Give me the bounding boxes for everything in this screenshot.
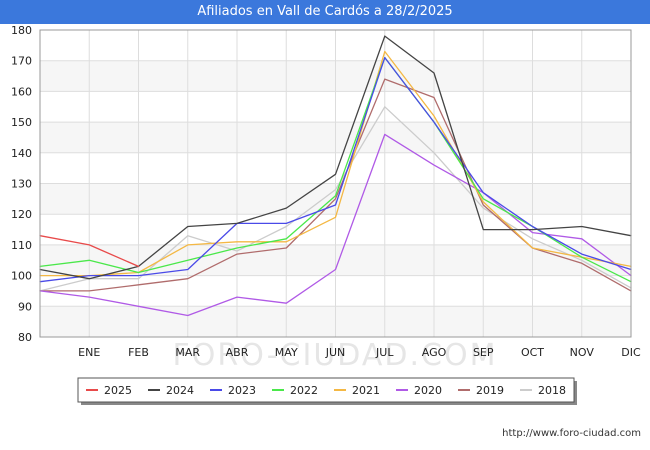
legend-label-2020: 2020 [414, 384, 442, 397]
x-tick-label: JUL [375, 346, 394, 359]
series-line-2018 [39, 106, 632, 292]
y-tick-label: 160 [11, 85, 32, 98]
legend-label-2022: 2022 [290, 384, 318, 397]
y-tick-label: 100 [11, 270, 32, 283]
x-tick-label: OCT [521, 346, 544, 359]
x-tick-label: DIC [621, 346, 641, 359]
y-tick-label: 120 [11, 208, 32, 221]
plot-area-border [39, 29, 632, 338]
x-tick-label: ABR [226, 346, 249, 359]
x-axis-ticks: ENE FEB MAR ABR MAY JUN JUL AGO SEP OCT NOV DIC [78, 346, 641, 359]
y-tick-label: 180 [11, 24, 32, 37]
legend: 2025 2024 2023 2022 2021 2020 2019 2018 [77, 377, 577, 405]
legend-label-2025: 2025 [104, 384, 132, 397]
x-tick-label: FEB [128, 346, 149, 359]
series-line-2020 [39, 133, 632, 317]
y-tick-label: 170 [11, 55, 32, 68]
series-lines [39, 35, 632, 317]
x-tick-label: MAR [175, 346, 200, 359]
chart-title: Afiliados en Vall de Cardós a 28/2/2025 [0, 0, 650, 24]
x-tick-label: MAY [275, 346, 298, 359]
y-tick-label: 150 [11, 116, 32, 129]
series-line-2025 [39, 235, 140, 268]
legend-label-2018: 2018 [538, 384, 566, 397]
series-line-2023 [39, 56, 632, 283]
legend-label-2024: 2024 [166, 384, 194, 397]
y-axis-ticks: 80 90 100 110 120 130 140 150 160 170 180 [11, 24, 32, 344]
source-url: http://www.foro-ciudad.com [502, 428, 641, 439]
x-tick-label: NOV [570, 346, 595, 359]
y-tick-label: 140 [11, 147, 32, 160]
legend-label-2023: 2023 [228, 384, 256, 397]
watermark: FORO-CIUDAD.COM [173, 338, 498, 373]
legend-label-2019: 2019 [476, 384, 504, 397]
y-tick-label: 90 [18, 300, 32, 313]
x-tick-label: JUN [325, 346, 346, 359]
y-tick-label: 110 [11, 239, 32, 252]
x-tick-label: SEP [473, 346, 494, 359]
x-tick-label: ENE [78, 346, 100, 359]
x-tick-label: AGO [422, 346, 447, 359]
y-tick-label: 130 [11, 178, 32, 191]
legend-label-2021: 2021 [352, 384, 380, 397]
y-tick-label: 80 [18, 331, 32, 344]
legend-box [77, 377, 575, 403]
